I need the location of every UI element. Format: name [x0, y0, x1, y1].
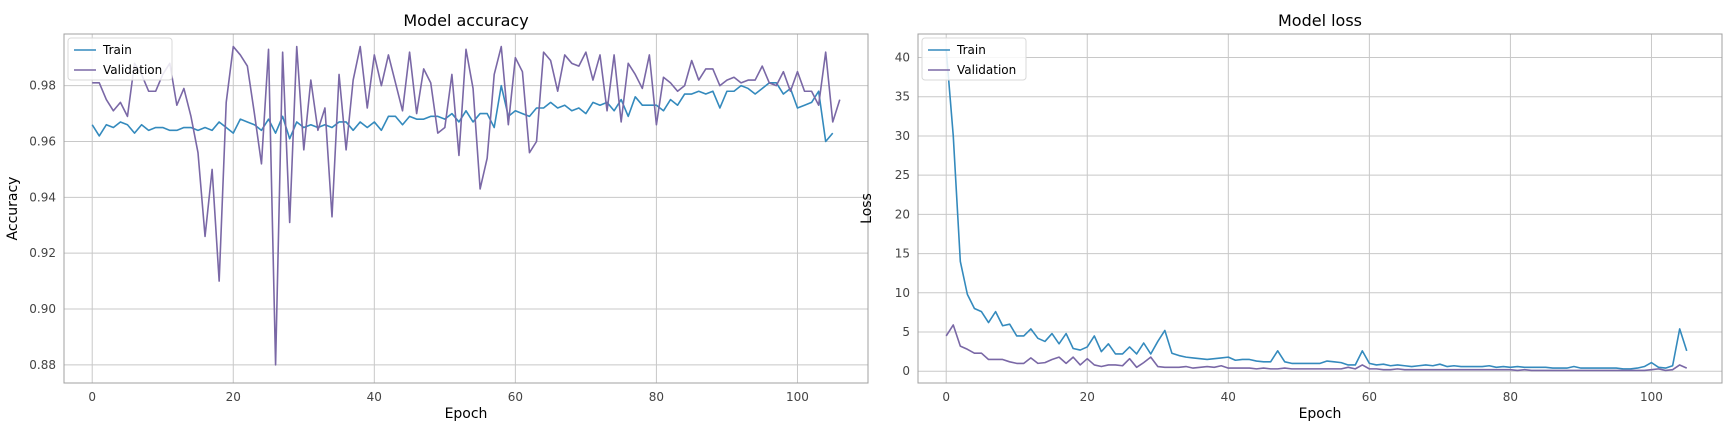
- accuracy-x-tick-label: 60: [508, 390, 523, 404]
- accuracy-x-tick-label: 80: [649, 390, 664, 404]
- accuracy-y-tick-label: 0.94: [29, 190, 56, 204]
- accuracy-chart: 0 20 40 60 80 100 0.88 0.90 0.92 0.94 0.96 0.98 Mode…: [5, 11, 869, 422]
- loss-legend-label: Validation: [957, 63, 1016, 77]
- accuracy-axes-frame: [63, 33, 869, 384]
- accuracy-x-tick-label: 0: [88, 390, 96, 404]
- accuracy-y-tick-label: 0.96: [29, 134, 56, 148]
- loss-series-train-line: [945, 49, 1688, 370]
- loss-x-tick-label: 60: [1362, 390, 1377, 404]
- loss-y-tick-label: 10: [895, 286, 910, 300]
- loss-y-tick-label: 20: [895, 207, 910, 221]
- loss-y-tick-label: 5: [902, 325, 910, 339]
- loss-y-tick-label: 15: [895, 247, 910, 261]
- loss-chart-title: Model loss: [1278, 11, 1362, 30]
- loss-axes-frame: [917, 33, 1723, 384]
- accuracy-y-tick-label: 0.92: [29, 246, 56, 260]
- accuracy-legend: Train Validation: [67, 37, 173, 81]
- accuracy-series-train-line: [91, 82, 834, 143]
- loss-x-tick-label: 0: [942, 390, 950, 404]
- accuracy-x-tick-label: 100: [786, 390, 809, 404]
- loss-y-axis-label: Loss: [859, 193, 875, 224]
- loss-legend: Train Validation: [921, 37, 1027, 81]
- loss-x-tick-label: 80: [1503, 390, 1518, 404]
- loss-y-tick-label: 25: [895, 168, 910, 182]
- loss-x-tick-label: 100: [1640, 390, 1663, 404]
- accuracy-chart-title: Model accuracy: [403, 11, 528, 30]
- loss-y-tick-label: 30: [895, 129, 910, 143]
- loss-series-validation-line: [945, 324, 1688, 372]
- loss-legend-label: Train: [956, 43, 986, 57]
- loss-chart: 0 20 40 60 80 100 0 5 10 15 20 25 30 35 40 Model loss Ep…: [859, 11, 1723, 422]
- loss-y-tick-label: 0: [902, 364, 910, 378]
- accuracy-y-tick-label: 0.90: [29, 302, 56, 316]
- loss-x-tick-label: 40: [1221, 390, 1236, 404]
- accuracy-y-axis-label: Accuracy: [5, 177, 21, 241]
- loss-x-tick-label: 20: [1080, 390, 1095, 404]
- loss-y-tick-label: 40: [895, 51, 910, 65]
- accuracy-y-tick-label: 0.88: [29, 358, 56, 372]
- accuracy-legend-label: Validation: [103, 63, 162, 77]
- accuracy-x-tick-label: 20: [226, 390, 241, 404]
- loss-y-tick-label: 35: [895, 90, 910, 104]
- accuracy-legend-label: Train: [102, 43, 132, 57]
- accuracy-x-axis-label: Epoch: [445, 406, 488, 422]
- accuracy-x-tick-label: 40: [367, 390, 382, 404]
- accuracy-y-tick-label: 0.98: [29, 79, 56, 93]
- accuracy-series-validation-line: [92, 45, 841, 366]
- loss-x-axis-label: Epoch: [1299, 406, 1342, 422]
